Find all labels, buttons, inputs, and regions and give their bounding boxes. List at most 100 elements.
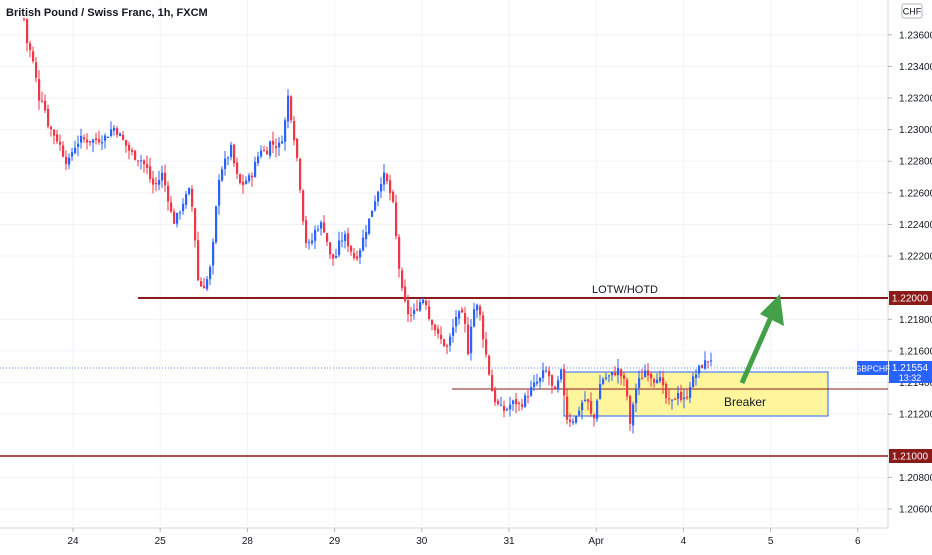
candle[interactable]: [383, 164, 386, 191]
candle[interactable]: [614, 366, 617, 377]
candle[interactable]: [542, 362, 545, 383]
candle[interactable]: [629, 394, 632, 431]
candle[interactable]: [260, 145, 263, 159]
candle[interactable]: [623, 371, 626, 387]
candle[interactable]: [533, 375, 536, 392]
candle[interactable]: [608, 374, 611, 383]
candle[interactable]: [656, 373, 659, 384]
candle[interactable]: [62, 141, 65, 158]
candle[interactable]: [698, 364, 701, 378]
candle[interactable]: [122, 131, 125, 141]
candle[interactable]: [92, 138, 95, 153]
candle[interactable]: [29, 40, 32, 58]
candle[interactable]: [71, 147, 74, 161]
candle[interactable]: [596, 398, 599, 422]
candle[interactable]: [329, 242, 332, 260]
candle[interactable]: [644, 364, 647, 378]
candle[interactable]: [263, 145, 266, 152]
candle[interactable]: [59, 134, 62, 151]
candle[interactable]: [404, 279, 407, 303]
candle[interactable]: [374, 195, 377, 212]
candle[interactable]: [452, 318, 455, 343]
candle[interactable]: [701, 364, 704, 369]
candle[interactable]: [278, 137, 281, 156]
candle[interactable]: [536, 373, 539, 387]
candle[interactable]: [647, 363, 650, 382]
candle[interactable]: [446, 343, 449, 355]
candle[interactable]: [236, 157, 239, 179]
candle[interactable]: [662, 370, 665, 394]
candle[interactable]: [671, 399, 674, 410]
candle[interactable]: [239, 173, 242, 185]
candle[interactable]: [641, 368, 644, 380]
candle[interactable]: [281, 135, 284, 144]
candle[interactable]: [167, 181, 170, 211]
candle[interactable]: [230, 141, 233, 161]
candle[interactable]: [362, 229, 365, 252]
candle[interactable]: [632, 401, 635, 434]
candle[interactable]: [668, 389, 671, 405]
candle[interactable]: [449, 333, 452, 352]
candle[interactable]: [479, 304, 482, 321]
candle[interactable]: [491, 369, 494, 392]
candle[interactable]: [206, 275, 209, 292]
candle[interactable]: [560, 368, 563, 383]
candle[interactable]: [653, 377, 656, 388]
candle[interactable]: [524, 392, 527, 409]
candle[interactable]: [335, 248, 338, 259]
candle[interactable]: [68, 153, 71, 170]
candle[interactable]: [158, 170, 161, 190]
candle[interactable]: [32, 46, 35, 64]
candle[interactable]: [56, 129, 59, 144]
candle[interactable]: [86, 133, 89, 150]
candle[interactable]: [572, 417, 575, 426]
candle[interactable]: [494, 386, 497, 406]
candle[interactable]: [581, 399, 584, 420]
candle[interactable]: [464, 306, 467, 333]
candle[interactable]: [74, 140, 77, 155]
candle[interactable]: [83, 134, 86, 143]
candle[interactable]: [242, 174, 245, 194]
candle[interactable]: [359, 247, 362, 265]
candle[interactable]: [377, 190, 380, 207]
candle[interactable]: [218, 174, 221, 215]
candle[interactable]: [521, 398, 524, 411]
candle[interactable]: [434, 323, 437, 336]
candle[interactable]: [38, 70, 41, 110]
candle[interactable]: [584, 391, 587, 403]
candle[interactable]: [353, 247, 356, 261]
candle[interactable]: [482, 311, 485, 348]
candle[interactable]: [578, 406, 581, 417]
candle[interactable]: [110, 121, 113, 138]
candle[interactable]: [344, 230, 347, 249]
candle[interactable]: [287, 89, 290, 129]
candle[interactable]: [143, 159, 146, 173]
candle[interactable]: [557, 375, 560, 393]
candle[interactable]: [275, 138, 278, 158]
candle[interactable]: [674, 397, 677, 400]
candle[interactable]: [53, 128, 56, 145]
candle[interactable]: [89, 140, 92, 146]
candle[interactable]: [191, 185, 194, 212]
candle[interactable]: [425, 298, 428, 310]
candle[interactable]: [233, 143, 236, 168]
candle[interactable]: [419, 298, 422, 312]
candle[interactable]: [485, 332, 488, 358]
candle[interactable]: [617, 358, 620, 384]
candle[interactable]: [638, 370, 641, 396]
candle[interactable]: [380, 177, 383, 199]
candle[interactable]: [173, 208, 176, 224]
candle[interactable]: [248, 172, 251, 184]
candle[interactable]: [704, 351, 707, 371]
candle[interactable]: [140, 155, 143, 170]
candle[interactable]: [107, 136, 110, 138]
candle[interactable]: [23, 17, 26, 22]
candle[interactable]: [686, 389, 689, 401]
candle[interactable]: [203, 277, 206, 289]
candle[interactable]: [545, 366, 548, 373]
candle[interactable]: [101, 135, 104, 150]
price-axis[interactable]: 1.23600 1.23400 1.23200 1.23000 1.22800 1.226…: [888, 30, 932, 516]
candle[interactable]: [155, 177, 158, 192]
